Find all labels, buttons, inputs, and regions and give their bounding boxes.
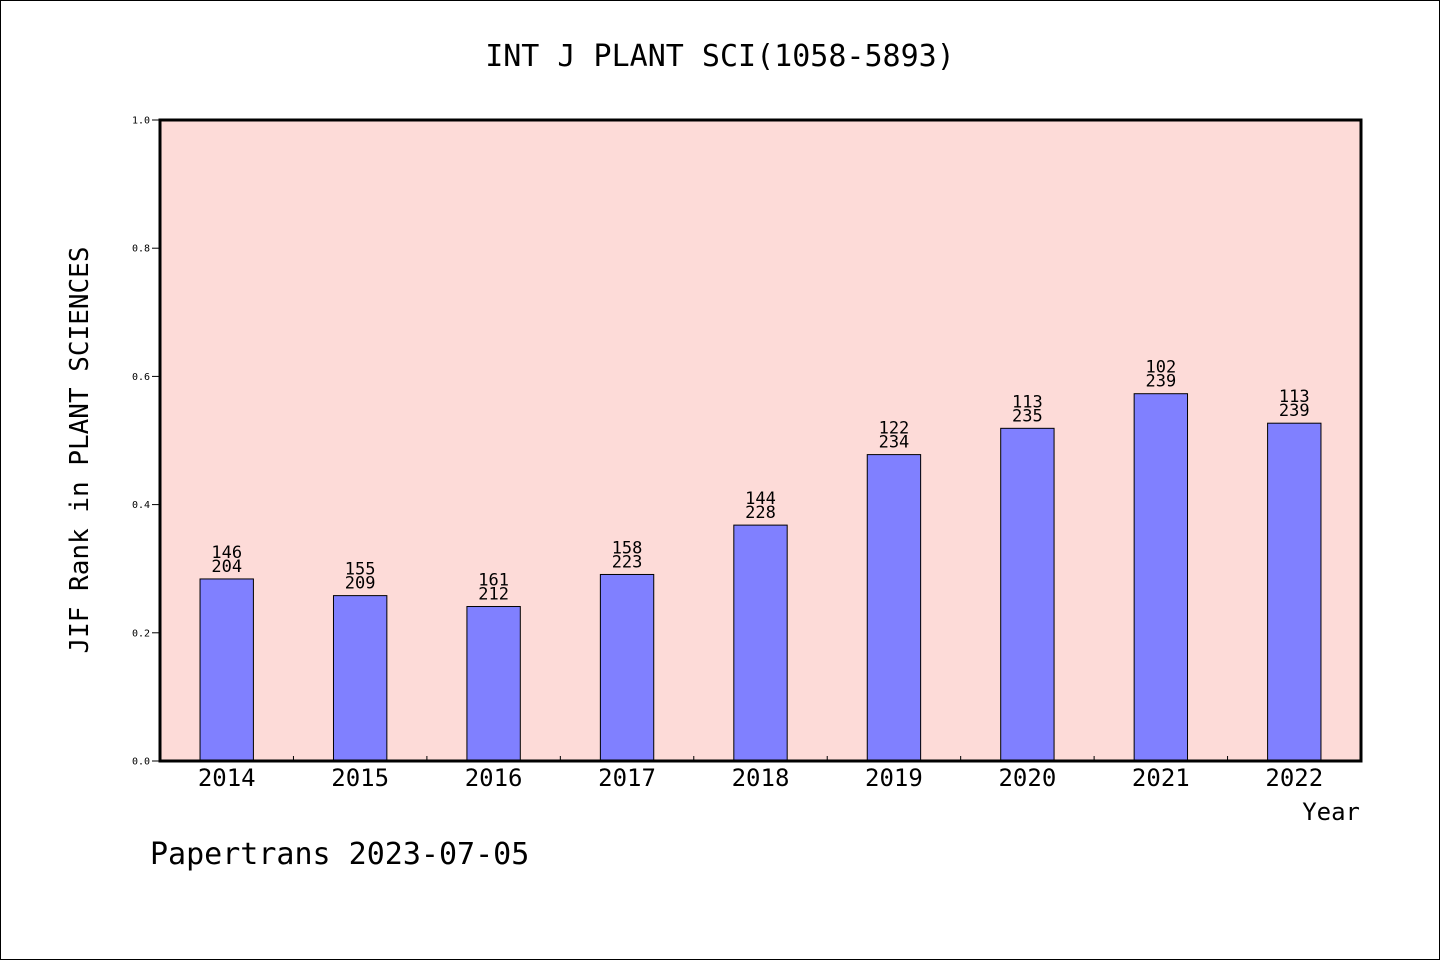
data-label-total: 234: [879, 433, 910, 453]
data-label-total: 212: [478, 585, 509, 605]
data-label-total: 204: [211, 557, 242, 577]
x-tick-label: 2017: [598, 764, 656, 792]
bar-2019: [866, 454, 922, 762]
x-tick-label: 2019: [865, 764, 923, 792]
x-tick-label: 2014: [198, 764, 256, 792]
data-label-rank: 113: [1279, 387, 1310, 407]
footer-text: Papertrans 2023-07-05: [150, 837, 529, 872]
bar-2018: [733, 524, 788, 762]
y-tick-label: 0.4: [132, 500, 150, 511]
data-label-total: 239: [1279, 401, 1310, 421]
x-tick-label: 2015: [331, 764, 389, 792]
data-label-total: 239: [1145, 372, 1176, 392]
x-tick-label: 2020: [998, 764, 1056, 792]
x-tick-label: 2018: [732, 764, 790, 792]
y-tick-label: 0.6: [132, 372, 150, 383]
data-label-rank: 122: [879, 419, 910, 439]
y-tick-label: 0.8: [132, 244, 150, 255]
bar-2016: [466, 606, 521, 762]
x-axis: 2014 2015 2016 2017 2018 2019 2020 2021 2022: [198, 756, 1323, 792]
data-label-total: 209: [345, 574, 376, 594]
chart-title: INT J PLANT SCI(1058-5893): [485, 39, 955, 74]
data-label-rank: 146: [211, 543, 242, 563]
data-label-rank: 102: [1145, 358, 1176, 378]
data-label-total: 228: [745, 503, 776, 523]
y-axis: 0.0 0.2 0.4 0.6 0.8 1.0: [132, 116, 160, 768]
plot-border: [158, 118, 1363, 763]
data-label-total: 223: [612, 552, 643, 572]
y-tick-label: 0.0: [132, 757, 150, 768]
y-tick-label: 1.0: [132, 116, 150, 127]
bar-2014: [199, 578, 254, 762]
bar-2015: [332, 595, 388, 762]
x-tick-label: 2021: [1132, 764, 1190, 792]
data-label-rank: 161: [478, 571, 509, 591]
x-tick-label: 2022: [1265, 764, 1323, 792]
data-label-total: 235: [1012, 406, 1043, 426]
data-label-rank: 158: [612, 538, 643, 558]
x-axis-label: Year: [1302, 798, 1360, 826]
bar-2022: [1267, 422, 1322, 762]
data-label-rank: 113: [1012, 392, 1043, 412]
bar-2020: [1000, 427, 1055, 762]
y-axis-label: JIF Rank in PLANT SCIENCES: [65, 247, 95, 654]
data-label-rank: 144: [745, 489, 776, 509]
x-tick-label: 2016: [465, 764, 523, 792]
bar-2017: [599, 573, 655, 762]
data-label-rank: 155: [345, 560, 376, 580]
bar-2021: [1133, 393, 1189, 762]
y-tick-label: 0.2: [132, 628, 150, 639]
